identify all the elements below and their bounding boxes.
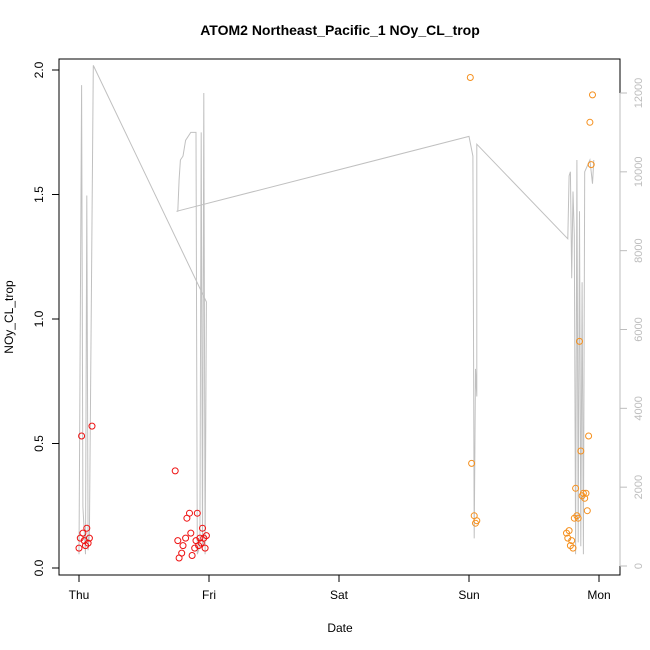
- y2-tick-label: 2000: [633, 475, 645, 499]
- y2-tick-label: 10000: [633, 157, 645, 188]
- data-point: [576, 337, 583, 345]
- data-point: [199, 524, 206, 532]
- data-point: [84, 539, 92, 547]
- x-tick-label: Sun: [458, 588, 479, 602]
- data-point: [78, 432, 86, 440]
- data-point: [85, 534, 93, 542]
- data-point: [171, 467, 179, 475]
- data-point: [577, 447, 585, 455]
- data-point: [182, 534, 190, 542]
- chart-title: ATOM2 Northeast_Pacific_1 NOy_CL_trop: [200, 22, 480, 38]
- x-tick-label: Sat: [330, 588, 349, 602]
- x-tick-label: Thu: [69, 588, 90, 602]
- data-point: [581, 494, 589, 502]
- data-point: [585, 432, 593, 440]
- data-point: [569, 544, 577, 552]
- y-tick-label: 2.0: [32, 61, 46, 78]
- data-point: [579, 489, 587, 497]
- y2-tick-label: 4000: [633, 396, 645, 420]
- data-point: [582, 489, 590, 497]
- data-point: [468, 459, 476, 467]
- data-point: [586, 118, 594, 126]
- y2-tick-label: 12000: [633, 78, 645, 109]
- data-point: [188, 552, 196, 559]
- data-point: [572, 484, 580, 492]
- data-point: [565, 527, 573, 535]
- x-tick-label: Mon: [587, 588, 610, 602]
- data-point: [466, 74, 474, 81]
- y-axis-right: 0 2000 4000 6000 8000 10000 12000: [619, 78, 645, 569]
- x-tick-label: Fri: [202, 588, 216, 602]
- data-point: [196, 534, 204, 542]
- data-point: [589, 91, 596, 99]
- data-point: [473, 517, 481, 525]
- y-axis-label: NOy_CL_trop: [2, 280, 16, 354]
- data-point: [583, 507, 591, 515]
- data-point: [174, 537, 182, 545]
- data-point: [179, 542, 187, 550]
- x-axis-label: Date: [327, 621, 353, 635]
- data-point: [587, 161, 595, 169]
- data-point: [88, 422, 96, 430]
- y2-tick-label: 6000: [633, 317, 645, 341]
- data-point: [574, 514, 582, 522]
- y2-tick-label: 8000: [633, 238, 645, 262]
- y2-tick-label: 0: [633, 563, 645, 569]
- data-point: [193, 509, 201, 517]
- data-point: [79, 529, 87, 537]
- data-point: [568, 537, 576, 545]
- y-tick-label: 0.0: [32, 559, 46, 576]
- data-point: [178, 549, 186, 557]
- y-tick-label: 0.5: [32, 435, 46, 452]
- data-point: [187, 529, 195, 537]
- data-point: [202, 532, 210, 540]
- x-axis: Thu Fri Sat Sun Mon: [69, 574, 611, 602]
- data-point: [75, 544, 83, 552]
- data-point: [186, 509, 193, 517]
- y-tick-label: 1.0: [32, 310, 46, 327]
- data-point: [83, 524, 91, 532]
- data-points: [75, 74, 596, 562]
- data-point: [201, 544, 209, 552]
- y-axis-left: 0.0 0.5 1.0 1.5 2.0: [32, 61, 60, 576]
- y-tick-label: 1.5: [32, 186, 46, 203]
